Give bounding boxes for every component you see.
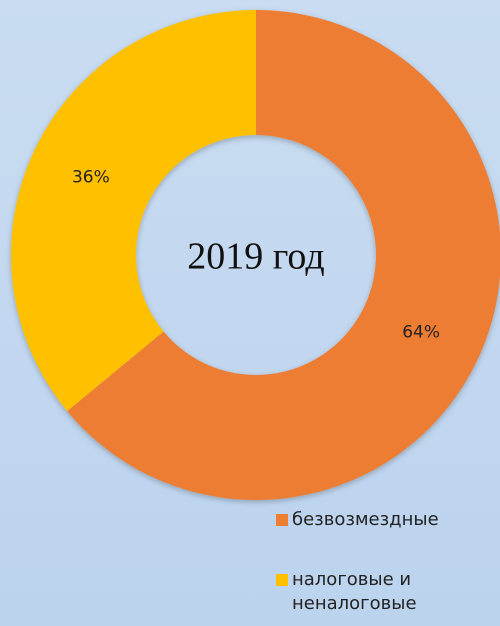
data-label: 64% (402, 323, 440, 343)
donut (11, 10, 500, 500)
donut-segment (11, 10, 257, 412)
data-label: 36% (72, 167, 110, 187)
legend-label: налоговые и неналоговые (292, 569, 417, 614)
donut-segment (67, 10, 500, 500)
legend-label: безвозмездные (292, 509, 439, 530)
legend-swatch (276, 514, 288, 526)
legend-item: безвозмездные (276, 508, 476, 532)
center-title: 2019 год (187, 236, 324, 278)
legend-item: налоговые и неналоговые (276, 568, 476, 616)
legend-swatch (276, 574, 288, 586)
